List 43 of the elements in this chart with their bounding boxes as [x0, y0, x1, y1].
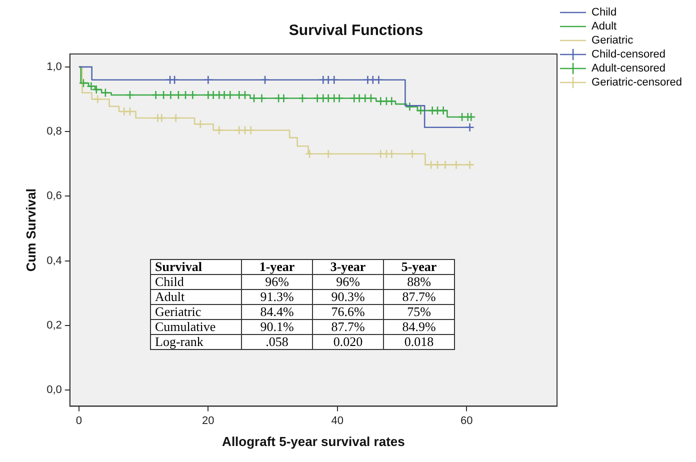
annotation: Survival	[150, 259, 242, 274]
annotation: 90.3%	[312, 289, 384, 304]
annotation: 87.7%	[384, 289, 454, 304]
legend-label: Geriatric-censored	[592, 76, 682, 89]
annotation: 1-year	[242, 259, 312, 274]
x-tick-label: 60	[460, 414, 473, 427]
x-tick-label: 0	[76, 414, 82, 427]
annotation: .058	[242, 334, 312, 350]
y-tick-label: 0,2	[46, 319, 62, 332]
annotation: 88%	[384, 274, 454, 290]
annotation: 0.018	[384, 334, 454, 350]
x-tick-label: 20	[202, 414, 214, 427]
annotation: 91.3%	[242, 289, 312, 304]
annotation: 84.4%	[242, 304, 312, 320]
annotation: Cumulative	[150, 319, 242, 334]
annotation: 90.1%	[242, 319, 312, 334]
annotation: 5-year	[384, 259, 454, 274]
legend-label: Geriatric	[592, 34, 634, 47]
annotation: Adult	[150, 289, 242, 304]
y-tick-label: 0,8	[46, 126, 62, 138]
y-tick-label: 0,4	[46, 254, 62, 267]
y-axis-title: Cum Survival	[23, 188, 38, 272]
annotation: Child	[150, 274, 242, 290]
legend-label: Adult-censored	[592, 62, 666, 75]
annotation: Log-rank	[150, 334, 242, 350]
annotation: 75%	[384, 304, 454, 320]
annotation: 96%	[312, 274, 384, 290]
y-tick-label: 1,0	[46, 60, 62, 73]
x-axis-title: Allograft 5-year survival rates	[222, 434, 405, 449]
y-tick-label: 0,6	[46, 190, 62, 202]
annotation: 84.9%	[384, 319, 454, 334]
annotation: 96%	[242, 274, 312, 290]
y-tick-label: 0,0	[46, 384, 62, 396]
x-tick-label: 40	[331, 414, 344, 427]
chart-title: Survival Functions	[288, 22, 424, 40]
annotation: 87.7%	[312, 319, 384, 334]
annotation: 0.020	[312, 334, 384, 350]
legend-label: Adult	[592, 20, 617, 33]
legend-label: Child	[592, 6, 617, 19]
legend-label: Child-censored	[592, 48, 666, 61]
annotation: 76.6%	[312, 304, 384, 320]
annotation: 3-year	[312, 259, 384, 274]
annotation: Geriatric	[150, 304, 242, 320]
